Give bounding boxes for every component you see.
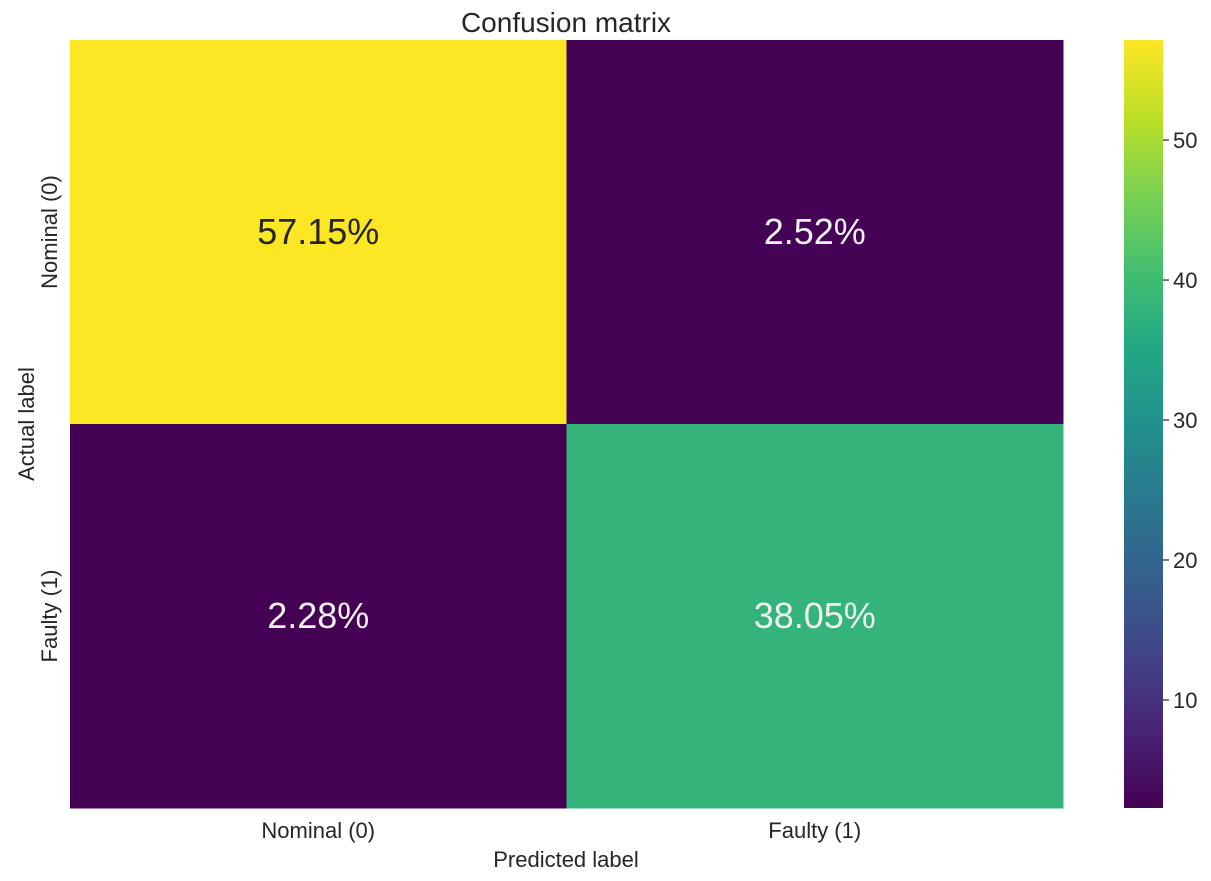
heatmap-cell	[70, 40, 567, 425]
heatmap-cell	[70, 424, 567, 809]
y-axis-label: Actual label	[14, 367, 39, 481]
cell-value-label: 2.52%	[764, 211, 866, 252]
colorbar-tick-label: 50	[1173, 128, 1197, 153]
heatmap-cell-labels: 57.15% 2.52% 2.28% 38.05%	[257, 211, 876, 636]
y-axis-ticks: Nominal (0) Faulty (1)	[37, 175, 62, 662]
chart-title: Confusion matrix	[461, 7, 671, 38]
x-axis-ticks: Nominal (0) Faulty (1)	[261, 818, 861, 843]
colorbar-tick-label: 30	[1173, 408, 1197, 433]
colorbar-tick-label: 40	[1173, 268, 1197, 293]
colorbar-tick-label: 10	[1173, 688, 1197, 713]
colorbar-ticks: 10 20 30 40 50	[1163, 128, 1197, 713]
y-tick-label: Nominal (0)	[37, 175, 62, 289]
colorbar-tick-label: 20	[1173, 548, 1197, 573]
y-tick-label: Faulty (1)	[37, 570, 62, 663]
heatmap-cells	[70, 40, 1064, 809]
cell-value-label: 38.05%	[754, 595, 876, 636]
heatmap-cell	[566, 40, 1064, 425]
heatmap-cell	[566, 424, 1064, 809]
x-tick-label: Faulty (1)	[768, 818, 861, 843]
colorbar	[1124, 40, 1163, 808]
cell-value-label: 57.15%	[257, 211, 379, 252]
x-axis-label: Predicted label	[493, 847, 639, 872]
cell-value-label: 2.28%	[267, 595, 369, 636]
x-tick-label: Nominal (0)	[261, 818, 375, 843]
